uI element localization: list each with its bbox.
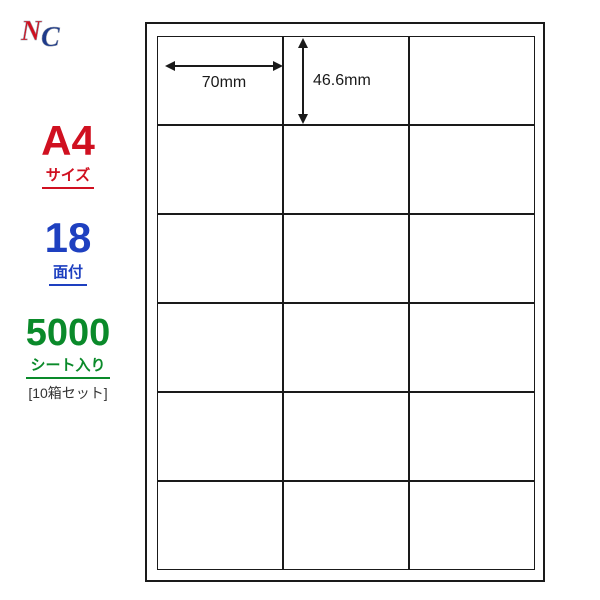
label-cell [157,303,283,392]
spec-size-label: サイズ [42,164,95,189]
label-cell [283,392,409,481]
height-dimension: 46.6mm [297,38,371,124]
spec-sheets-value: 5000 [8,314,128,352]
label-cell [283,125,409,214]
label-cell [283,303,409,392]
brand-logo: N C [15,12,70,52]
label-cell [157,481,283,570]
label-cell [283,481,409,570]
spec-faces-label: 面付 [49,261,87,286]
label-cell [157,392,283,481]
label-cell [409,125,535,214]
svg-text:C: C [41,22,60,52]
label-cell [157,214,283,303]
spec-faces: 18 面付 [8,217,128,286]
width-arrow-icon [165,60,283,72]
spec-faces-value: 18 [8,217,128,259]
spec-size: A4 サイズ [8,120,128,189]
spec-sidebar: A4 サイズ 18 面付 5000 シート入り [10箱セット] [8,120,128,403]
label-cell [157,125,283,214]
height-dimension-label: 46.6mm [313,72,371,90]
width-dimension: 70mm [165,60,283,92]
label-cell [409,481,535,570]
label-cell [409,36,535,125]
label-cell [409,303,535,392]
height-arrow-icon [297,38,309,124]
spec-size-value: A4 [8,120,128,162]
label-cell [409,214,535,303]
spec-sheets: 5000 シート入り [10箱セット] [8,314,128,403]
width-dimension-label: 70mm [202,74,246,92]
spec-sheets-extra: [10箱セット] [8,383,128,403]
svg-text:N: N [20,16,43,47]
label-cell [283,214,409,303]
spec-sheets-label: シート入り [26,354,109,379]
label-sheet: 70mm 46.6mm [145,22,545,582]
label-cell [409,392,535,481]
